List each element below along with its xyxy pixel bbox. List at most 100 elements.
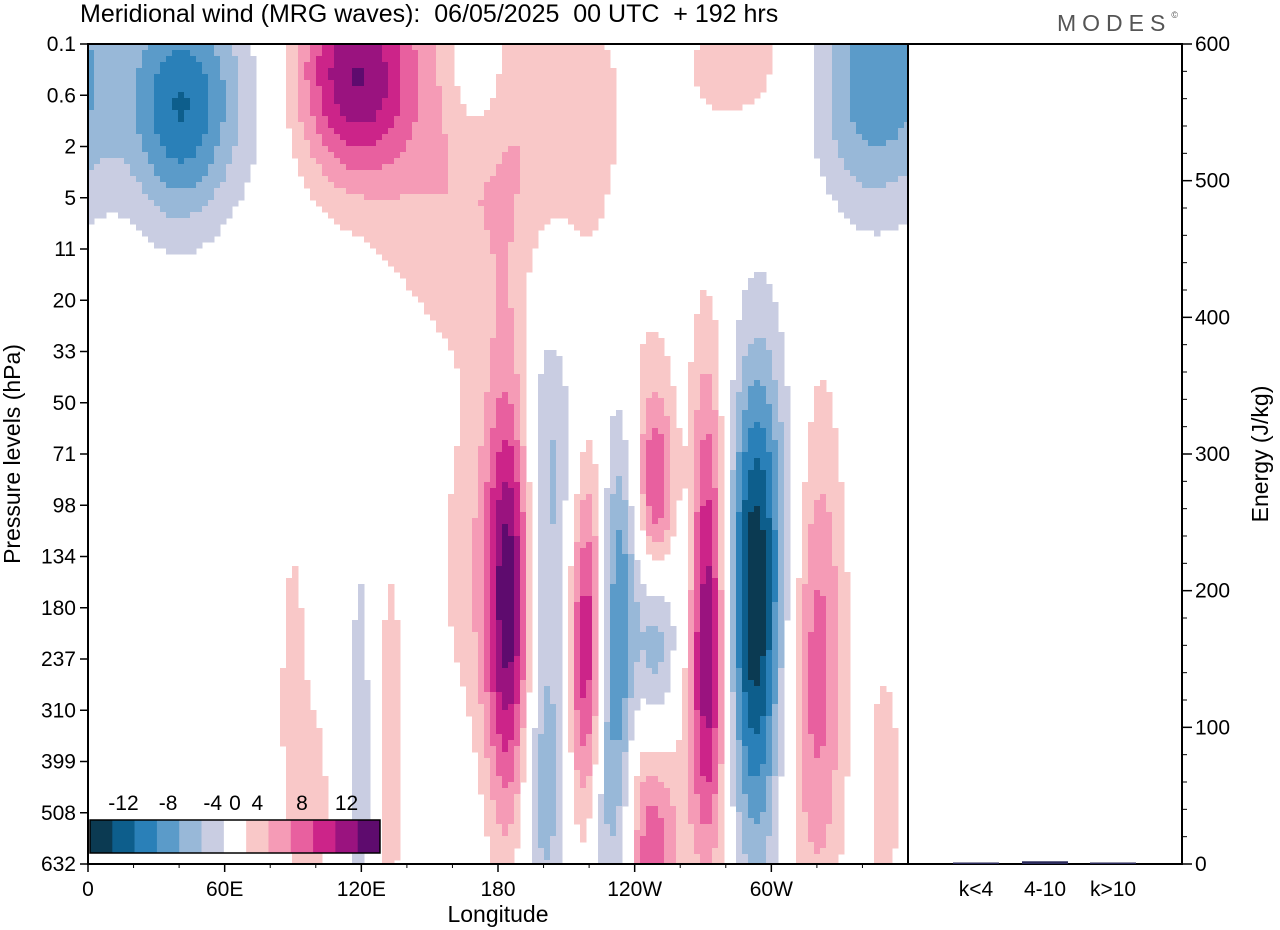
heatmap-cell [460,398,467,405]
heatmap-cell [538,212,545,219]
heatmap-cell [184,206,191,213]
heatmap-cell [298,794,305,801]
heatmap-cell [484,428,491,435]
heatmap-cell [550,608,557,615]
heatmap-cell [496,794,503,801]
heatmap-cell [418,212,425,219]
heatmap-cell [526,182,533,189]
heatmap-cell [244,164,251,171]
heatmap-cell [112,176,119,183]
heatmap-cell [556,758,563,765]
heatmap-cell [394,668,401,675]
heatmap-cell [232,80,239,87]
heatmap-cell [232,68,239,75]
heatmap-cell [418,140,425,147]
heatmap-cell [550,806,557,813]
heatmap-cell [304,128,311,135]
heatmap-cell [436,224,443,231]
heatmap-cell [310,194,317,201]
heatmap-cell [130,134,137,141]
heatmap-cell [532,56,539,63]
heatmap-cell [496,404,503,411]
heatmap-cell [406,200,413,207]
heatmap-cell [106,182,113,189]
heatmap-cell [520,110,527,117]
heatmap-cell [472,590,479,597]
heatmap-cell [316,134,323,141]
heatmap-cell [610,440,617,447]
heatmap-cell [430,242,437,249]
heatmap-cell [604,578,611,585]
heatmap-cell [352,734,359,741]
heatmap-cell [382,662,389,669]
heatmap-cell [352,80,359,87]
heatmap-cell [556,518,563,525]
heatmap-cell [544,404,551,411]
heatmap-cell [502,332,509,339]
heatmap-cell [460,134,467,141]
heatmap-cell [412,206,419,213]
heatmap-cell [538,518,545,525]
heatmap-cell [148,50,155,57]
heatmap-cell [604,620,611,627]
heatmap-cell [478,452,485,459]
heatmap-cell [496,752,503,759]
heatmap-cell [520,770,527,777]
heatmap-cell [88,104,95,111]
heatmap-cell [184,116,191,123]
heatmap-cell [460,566,467,573]
heatmap-cell [418,206,425,213]
heatmap-cell [514,776,521,783]
heatmap-cell [556,566,563,573]
heatmap-cell [550,140,557,147]
heatmap-cell [412,122,419,129]
heatmap-cell [292,632,299,639]
heatmap-cell [412,260,419,267]
heatmap-cell [538,146,545,153]
heatmap-cell [496,608,503,615]
heatmap-cell [406,284,413,291]
heatmap-cell [316,182,323,189]
heatmap-cell [298,620,305,627]
heatmap-cell [538,638,545,645]
heatmap-cell [472,494,479,501]
heatmap-cell [484,554,491,561]
heatmap-cell [136,140,143,147]
heatmap-cell [472,200,479,207]
heatmap-cell [478,410,485,417]
heatmap-cell [454,278,461,285]
heatmap-cell [538,464,545,471]
heatmap-cell [190,176,197,183]
heatmap-cell [466,422,473,429]
heatmap-cell [544,200,551,207]
heatmap-cell [388,656,395,663]
heatmap-cell [520,662,527,669]
heatmap-cell [496,374,503,381]
heatmap-cell [364,86,371,93]
heatmap-cell [508,242,515,249]
heatmap-cell [154,56,161,63]
heatmap-cell [232,152,239,159]
heatmap-cell [556,500,563,507]
heatmap-cell [418,158,425,165]
heatmap-cell [544,746,551,753]
heatmap-cell [460,584,467,591]
heatmap-cell [592,752,599,759]
heatmap-cell [484,668,491,675]
heatmap-cell [484,788,491,795]
heatmap-cell [484,122,491,129]
heatmap-cell [460,572,467,579]
heatmap-cell [610,668,617,675]
heatmap-cell [478,752,485,759]
heatmap-cell [574,758,581,765]
heatmap-cell [538,512,545,519]
heatmap-cell [604,734,611,741]
heatmap-cell [118,68,125,75]
heatmap-cell [568,62,575,69]
heatmap-cell [388,722,395,729]
heatmap-cell [526,638,533,645]
heatmap-cell [238,176,245,183]
heatmap-cell [334,194,341,201]
heatmap-cell [556,644,563,651]
heatmap-cell [202,98,209,105]
